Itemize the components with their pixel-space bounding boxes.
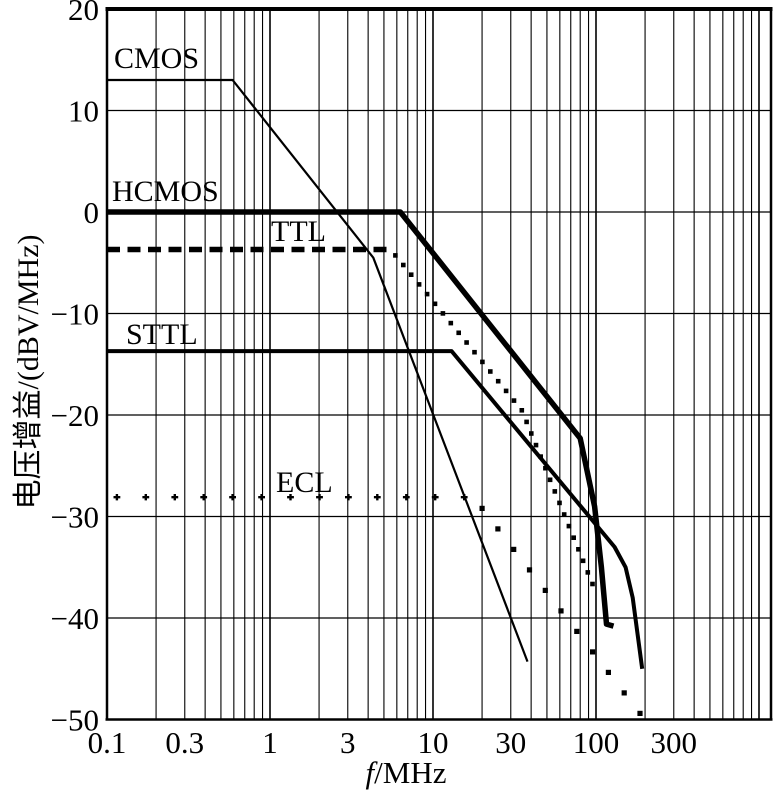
- ttl-falling-dot: [448, 320, 454, 326]
- ttl-falling-dot: [529, 431, 534, 436]
- ttl-falling-dot: [432, 301, 438, 307]
- ecl-falling-dot: [479, 505, 485, 511]
- y-tick-label: −30: [51, 500, 99, 535]
- ttl-falling-dot: [456, 330, 461, 336]
- ttl-falling-dot: [524, 419, 529, 425]
- ttl-falling-dot: [480, 359, 485, 365]
- ttl-falling-dot: [547, 477, 553, 483]
- ttl-falling-dot: [440, 311, 446, 316]
- ecl-falling-dot: [511, 546, 517, 552]
- x-tick-label: 0.1: [88, 725, 127, 760]
- ecl-flat-marker: [287, 494, 294, 501]
- series-STTL: [107, 349, 645, 670]
- ttl-falling-dot: [519, 408, 525, 413]
- ecl-flat-marker: [345, 494, 352, 501]
- ttl-falling-dot: [416, 282, 422, 287]
- x-tick-label: 0.3: [165, 725, 204, 760]
- ecl-flat-marker: [258, 494, 265, 501]
- gridlines: [107, 9, 771, 720]
- ecl-falling-dot: [526, 567, 533, 573]
- series-HCMOS: [107, 209, 615, 629]
- ttl-falling-dot: [561, 512, 567, 517]
- curve-label-ecl: ECL: [276, 466, 333, 499]
- ecl-falling-dot: [590, 649, 596, 655]
- ttl-falling-dot: [566, 523, 572, 529]
- ttl-falling-dot: [580, 558, 586, 564]
- ttl-falling-dot: [472, 349, 477, 355]
- ttl-falling-dot: [401, 262, 406, 268]
- x-tick-label: 300: [651, 725, 698, 760]
- ttl-falling-dot: [408, 272, 414, 277]
- ttl-falling-dot: [543, 465, 548, 471]
- ecl-flat-marker: [402, 494, 410, 501]
- series-TTL: [107, 246, 595, 587]
- x-tick-label: 1: [262, 725, 278, 760]
- curve-labels: CMOS HCMOS TTL STTL ECL: [112, 42, 333, 499]
- x-axis-title: f/MHz: [366, 755, 447, 790]
- ttl-falling-dot: [585, 570, 591, 575]
- ecl-flat-marker: [113, 494, 121, 501]
- cmos-curve: [107, 78, 529, 662]
- ecl-falling-dot: [574, 628, 580, 634]
- ttl-falling-dot: [557, 500, 562, 506]
- ttl-falling-dot: [495, 378, 501, 384]
- sttl-curve: [107, 349, 645, 670]
- x-tick-label: 3: [340, 725, 356, 760]
- curve-label-cmos: CMOS: [114, 42, 199, 75]
- y-tick-label: −20: [51, 398, 99, 433]
- ecl-falling-dot: [637, 710, 643, 716]
- curve-label-hcmos: HCMOS: [112, 175, 219, 208]
- x-tick-label: 30: [495, 725, 526, 760]
- ecl-flat-marker: [373, 494, 381, 501]
- ecl-flat-marker: [171, 494, 179, 501]
- y-tick-label: −40: [51, 601, 99, 636]
- ttl-falling-dot: [571, 535, 576, 540]
- y-tick-label: −50: [51, 703, 99, 738]
- y-tick-label: 10: [68, 94, 99, 129]
- ecl-flat-marker: [200, 494, 208, 501]
- ecl-falling-dot: [621, 690, 627, 696]
- y-axis-title: 电压增益/(dBV/MHz): [12, 235, 45, 510]
- series-CMOS: [107, 78, 529, 662]
- series-ECL: [113, 494, 643, 716]
- ttl-falling-dot: [424, 291, 430, 297]
- ecl-flat-marker: [431, 494, 439, 501]
- ecl-falling-dot: [542, 587, 548, 593]
- curve-label-sttl: STTL: [126, 318, 198, 351]
- y-tick-label: 20: [68, 0, 99, 27]
- curve-label-ttl: TTL: [271, 215, 326, 248]
- hcmos-curve: [107, 209, 615, 629]
- ecl-flat-marker: [460, 494, 468, 501]
- x-axis-title-text: f/MHz: [366, 755, 447, 790]
- ecl-falling-dot: [558, 608, 564, 614]
- y-tick-label: −10: [51, 297, 99, 332]
- ttl-falling-dot: [552, 489, 558, 494]
- ttl-falling-dot: [503, 388, 509, 394]
- data-series: [107, 78, 645, 716]
- ttl-falling-dot: [511, 398, 517, 403]
- x-tick-label: 100: [573, 725, 620, 760]
- ecl-falling-dot: [495, 526, 501, 532]
- ttl-falling-dot: [393, 253, 398, 258]
- ecl-flat-marker: [229, 494, 236, 501]
- plot-frame: [105, 7, 773, 721]
- y-tick-label: 0: [84, 195, 100, 230]
- ecl-falling-dot: [605, 669, 611, 675]
- ttl-falling-dot: [488, 369, 493, 374]
- ttl-falling-dot: [590, 581, 595, 587]
- ttl-falling-dot: [533, 442, 539, 448]
- ttl-falling-dot: [576, 547, 581, 552]
- x-tick-label: 10: [418, 725, 449, 760]
- ecl-flat-marker: [142, 494, 150, 501]
- ttl-falling-dot: [464, 340, 469, 345]
- ecl-flat-marker: [316, 494, 323, 501]
